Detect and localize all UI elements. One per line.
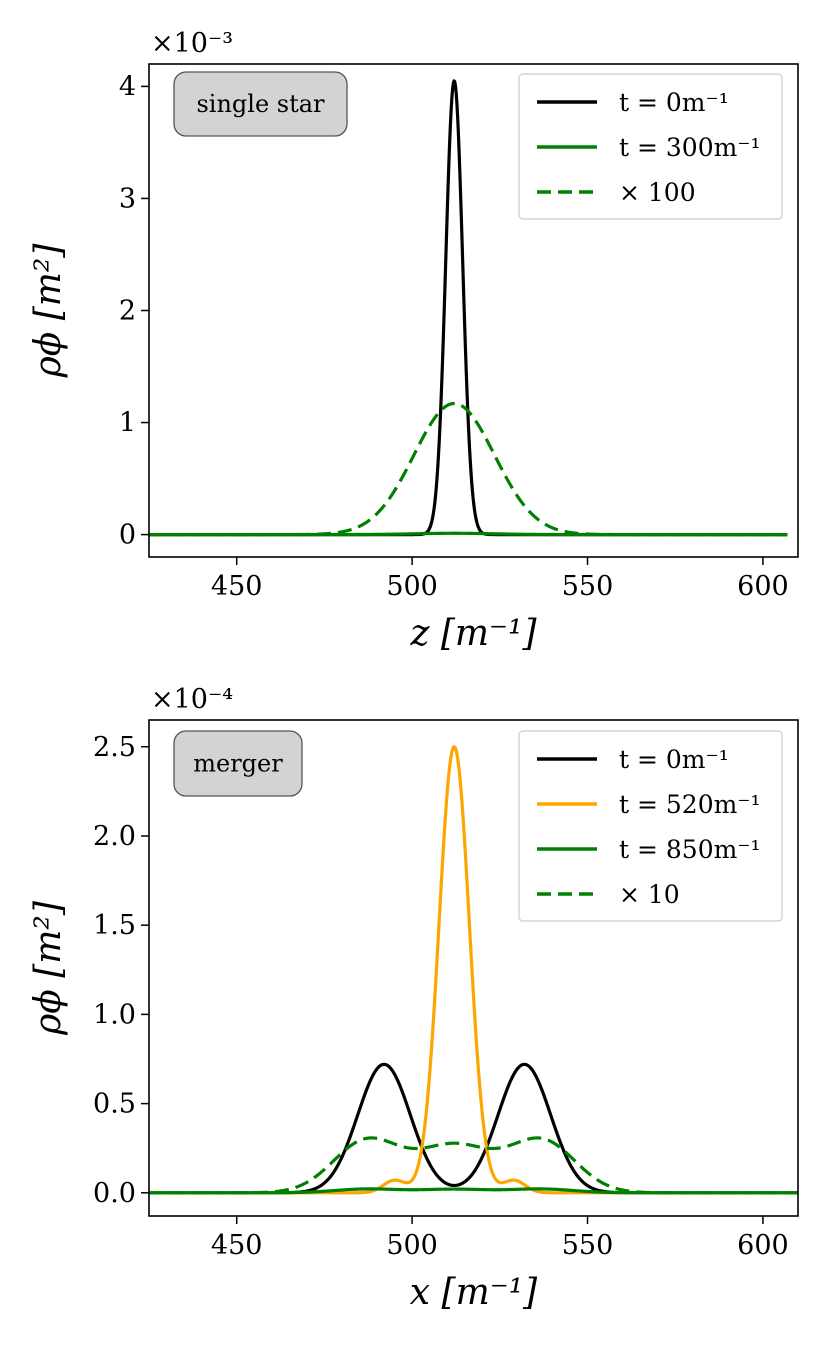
x-tick-label: 550	[562, 1230, 614, 1261]
y-tick-label: 3	[119, 183, 136, 214]
legend: t = 0m⁻¹ t = 520m⁻¹ t = 850m⁻¹ × 10	[518, 730, 783, 922]
legend-entry: × 100	[619, 178, 696, 207]
y-axis-label: ρϕ [m²]	[28, 243, 69, 379]
y-tick-label: 2.5	[93, 732, 136, 763]
y-tick-label: 2.0	[93, 821, 136, 852]
legend: t = 0m⁻¹ t = 300m⁻¹ × 100	[518, 73, 783, 220]
legend-entry: t = 0m⁻¹	[619, 745, 729, 774]
series-group	[149, 79, 789, 537]
chart-panel-top: 450 500 550 600 0 1 2 3 4 ×10⁻³ z [m⁻¹] ρϕ [m²] sing…	[28, 28, 799, 654]
legend-entry: t = 520m⁻¹	[619, 790, 761, 819]
x-tick-label: 600	[737, 571, 789, 602]
x-axis-label: x [m⁻¹]	[410, 1272, 538, 1313]
y-tick-label: 0.5	[93, 1089, 136, 1120]
series-line-bottom-3	[149, 1136, 798, 1195]
y-tick-label: 0	[119, 520, 136, 551]
annotation-text: single star	[196, 90, 325, 118]
y-offset-label: ×10⁻³	[151, 28, 233, 59]
x-tick-label: 500	[386, 571, 438, 602]
axes-frame	[148, 719, 799, 1217]
y-axis-label: ρϕ [m²]	[28, 900, 69, 1036]
annotation-box: single star	[173, 71, 348, 137]
annotation-box: merger	[173, 730, 303, 797]
legend-entry: t = 0m⁻¹	[619, 88, 729, 117]
legend-entry: t = 300m⁻¹	[619, 133, 761, 162]
series-line-top-2	[149, 401, 789, 537]
y-tick-label: 1.0	[93, 999, 136, 1030]
x-tick-label: 450	[211, 571, 263, 602]
y-tick-label: 1	[119, 408, 136, 439]
x-tick-label: 500	[386, 1230, 438, 1261]
y-offset-label: ×10⁻⁴	[151, 684, 233, 715]
x-axis-label: z [m⁻¹]	[409, 613, 537, 654]
y-tick-label: 2	[119, 296, 136, 327]
y-tick-label: 4	[119, 71, 136, 102]
x-tick-label: 450	[211, 1230, 263, 1261]
annotation-text: merger	[193, 750, 283, 778]
x-tick-label: 550	[562, 571, 614, 602]
x-tick-label: 600	[737, 1230, 789, 1261]
y-tick-label: 0.0	[93, 1178, 136, 1209]
legend-entry: t = 850m⁻¹	[619, 835, 761, 864]
y-tick-label: 1.5	[93, 910, 136, 941]
legend-entry: × 10	[619, 880, 680, 909]
chart-panel-bottom: 450 500 550 600 0.0 0.5 1.0 1.5 2.0 2.5 ×10⁻⁴ x [m⁻…	[28, 684, 799, 1313]
series-line-bottom-0	[149, 1062, 798, 1195]
series-group	[149, 745, 798, 1195]
